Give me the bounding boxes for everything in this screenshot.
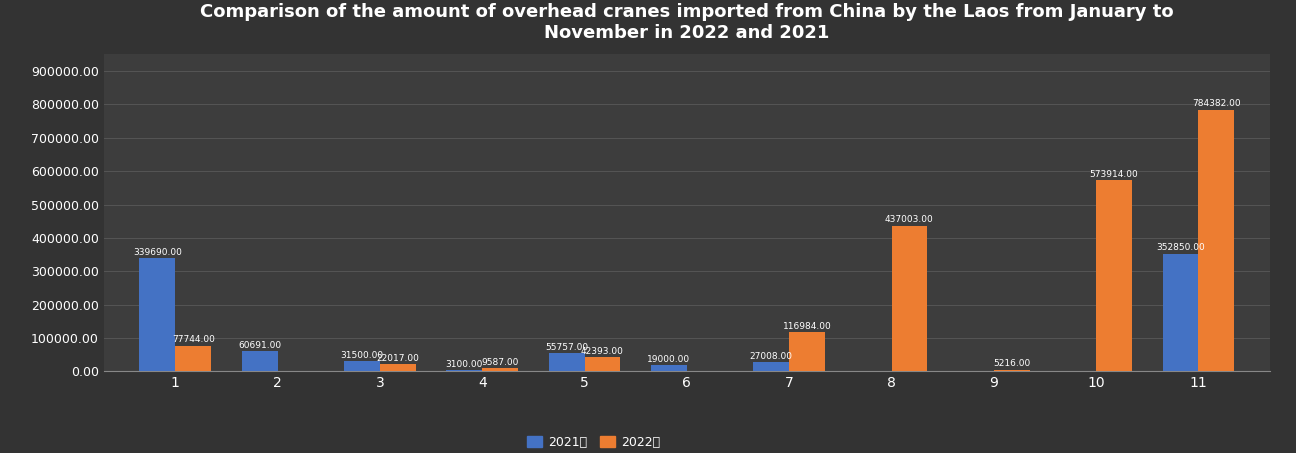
Bar — [482, 368, 518, 371]
Legend: 2021年, 2022年: 2021年, 2022年 — [522, 431, 665, 453]
Bar — [345, 361, 380, 371]
Bar — [140, 258, 175, 371]
Bar — [789, 333, 826, 371]
Bar — [753, 362, 789, 371]
Text: 784382.00: 784382.00 — [1192, 99, 1240, 108]
Bar — [380, 364, 416, 371]
Text: 19000.00: 19000.00 — [648, 355, 691, 364]
Text: 116984.00: 116984.00 — [783, 322, 832, 331]
Text: 9587.00: 9587.00 — [482, 358, 518, 367]
Title: Comparison of the amount of overhead cranes imported from China by the Laos from: Comparison of the amount of overhead cra… — [200, 3, 1174, 42]
Text: 31500.00: 31500.00 — [341, 351, 384, 360]
Text: 22017.00: 22017.00 — [376, 354, 420, 363]
Bar — [1199, 110, 1234, 371]
Bar — [548, 353, 584, 371]
Text: 437003.00: 437003.00 — [885, 215, 934, 224]
Bar — [1096, 180, 1131, 371]
Text: 42393.00: 42393.00 — [581, 347, 623, 356]
Text: 77744.00: 77744.00 — [172, 335, 215, 344]
Text: 27008.00: 27008.00 — [750, 352, 793, 361]
Bar — [651, 365, 687, 371]
Text: 339690.00: 339690.00 — [133, 248, 181, 257]
Text: 55757.00: 55757.00 — [546, 342, 588, 352]
Text: 60691.00: 60691.00 — [238, 341, 281, 350]
Text: 5216.00: 5216.00 — [993, 359, 1030, 368]
Bar — [994, 370, 1029, 371]
Bar — [1163, 254, 1199, 371]
Bar — [175, 346, 211, 371]
Text: 352850.00: 352850.00 — [1156, 243, 1205, 252]
Bar — [242, 351, 277, 371]
Text: 573914.00: 573914.00 — [1090, 169, 1138, 178]
Bar — [584, 357, 621, 371]
Text: 3100.00: 3100.00 — [446, 360, 483, 369]
Bar — [892, 226, 928, 371]
